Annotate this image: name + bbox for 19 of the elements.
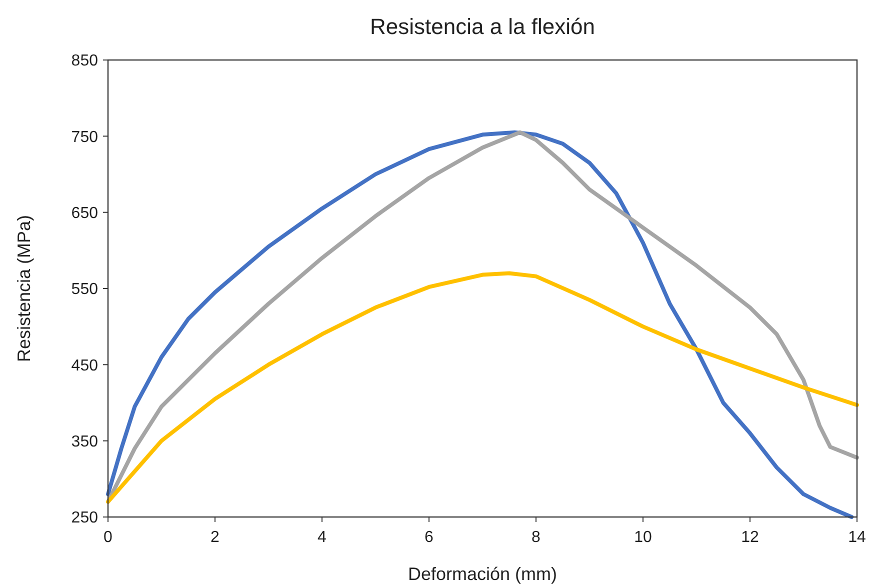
y-tick-label: 850 [71, 52, 98, 70]
x-tick-label: 8 [532, 529, 541, 546]
x-tick-label: 6 [424, 529, 434, 546]
x-tick-label: 2 [210, 529, 220, 546]
y-tick-label: 250 [71, 510, 98, 527]
y-tick-label: 350 [71, 433, 98, 450]
y-tick-label: 750 [71, 128, 98, 146]
x-tick-label: 0 [104, 529, 113, 546]
x-tick-label: 4 [318, 529, 327, 546]
y-axis-title: Resistencia (MPa) [14, 214, 34, 362]
x-axis-title: Deformación (mm) [408, 564, 558, 584]
y-tick-label: 450 [71, 357, 98, 374]
chart-title: Resistencia a la flexión [370, 14, 596, 39]
y-tick-label: 550 [71, 281, 98, 298]
x-tick-label: 10 [634, 529, 652, 546]
line-series [106, 271, 859, 504]
x-tick-label: 14 [848, 529, 866, 546]
x-tick-label: 12 [741, 529, 759, 546]
y-tick-label: 650 [71, 204, 98, 222]
